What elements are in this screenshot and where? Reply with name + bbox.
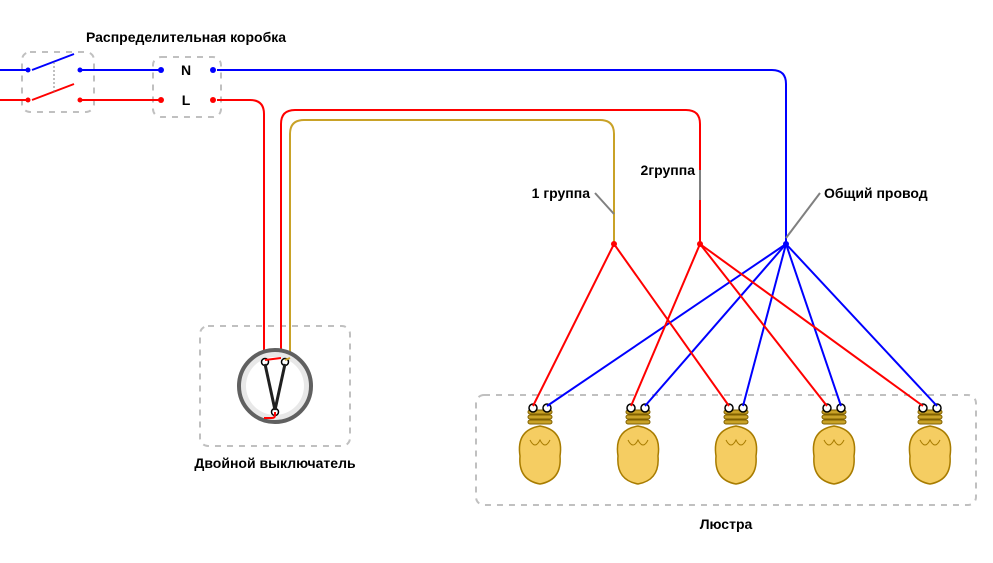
bulb [813,404,854,484]
bulb [617,404,658,484]
switched-group2 [281,110,700,358]
leader-common [786,193,820,238]
neutral-label: N [181,62,191,78]
neutral-drop-3 [786,244,841,406]
switched-group1 [290,120,614,358]
group1-drop-0 [533,244,614,406]
group1-label: 1 группа [532,185,591,201]
bulb [909,404,950,484]
wiring-diagram: Распределительная коробка NL Двойной выклю… [0,0,993,563]
group2-drop-4 [700,244,923,406]
common-wire-label: Общий провод [824,185,928,201]
junction-box-label: Распределительная коробка [86,29,286,45]
live-label: L [182,92,191,108]
group2-label: 2группа [641,162,696,178]
chandelier-label: Люстра [700,516,753,532]
switch-label: Двойной выключатель [194,455,356,471]
group1-drop-2 [614,244,729,406]
bulb [519,404,560,484]
bulb [715,404,756,484]
leader-group1 [595,193,614,214]
